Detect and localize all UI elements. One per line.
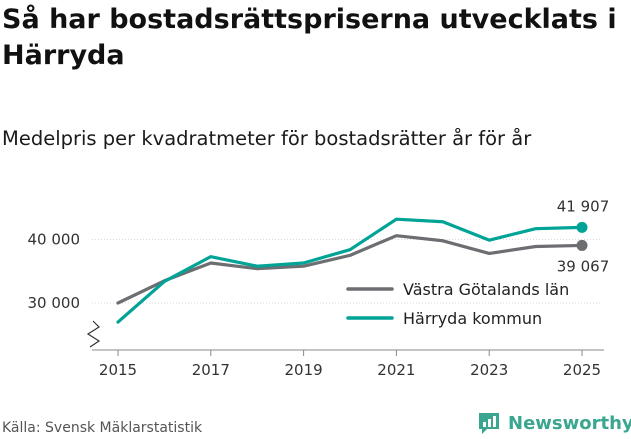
axis-break-icon (86, 320, 101, 348)
series-end-label: 41 907 (557, 197, 610, 215)
x-tick-label: 2025 (563, 361, 601, 379)
series-end-label: 39 067 (557, 257, 610, 275)
source-note: Källa: Svensk Mäklarstatistik (2, 420, 203, 436)
chart-title: Så har bostadsrättspriserna utvecklats i… (2, 4, 617, 71)
x-tick-label: 2021 (377, 361, 415, 379)
x-tick-label: 2015 (99, 361, 137, 379)
series-line (116, 217, 584, 324)
x-tick-label: 2023 (470, 361, 508, 379)
chart-subtitle: Medelpris per kvadratmeter för bostadsrä… (2, 127, 532, 150)
brand-name: Newsworthy (508, 412, 631, 434)
x-tick-label: 2019 (285, 361, 323, 379)
legend-label: Västra Götalands län (403, 280, 569, 299)
y-tick-label: 30 000 (28, 294, 81, 312)
series-end-point (576, 239, 588, 251)
x-tick-label: 2017 (192, 361, 230, 379)
y-tick-label: 40 000 (28, 231, 81, 249)
legend-label: Härryda kommun (403, 309, 542, 328)
series-end-point (576, 221, 588, 233)
brand-logo: Newsworthy (476, 407, 631, 439)
bar-chart-icon (479, 413, 499, 434)
series-line (116, 234, 584, 305)
